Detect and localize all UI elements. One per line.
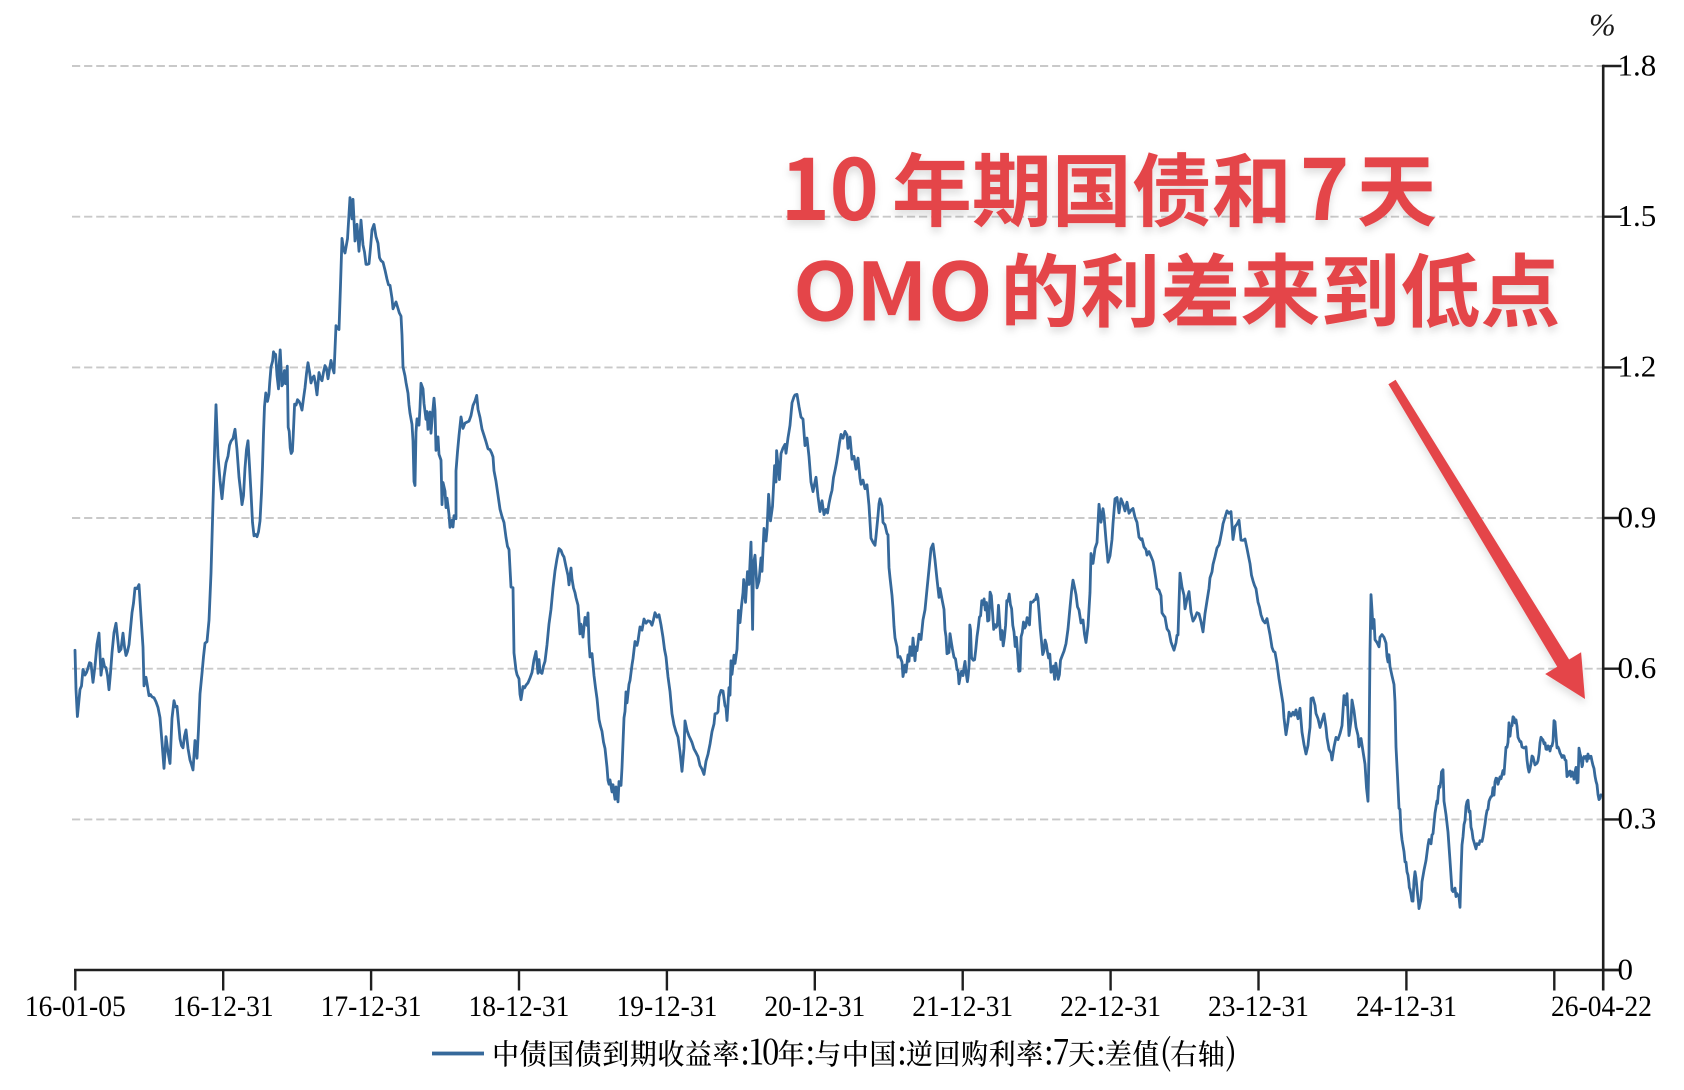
svg-text:1.5: 1.5 — [1618, 198, 1657, 233]
svg-text:0: 0 — [1618, 951, 1634, 986]
svg-text:0.3: 0.3 — [1618, 801, 1657, 836]
svg-text:16-12-31: 16-12-31 — [173, 991, 274, 1023]
svg-text:19-12-31: 19-12-31 — [616, 991, 717, 1023]
svg-text:16-01-05: 16-01-05 — [25, 991, 126, 1023]
svg-text:1.2: 1.2 — [1618, 349, 1657, 384]
svg-text:%: % — [1589, 7, 1616, 43]
svg-text:17-12-31: 17-12-31 — [321, 991, 422, 1023]
svg-text:21-12-31: 21-12-31 — [912, 991, 1013, 1023]
svg-text:23-12-31: 23-12-31 — [1208, 991, 1309, 1023]
svg-text:0.6: 0.6 — [1618, 650, 1657, 685]
svg-text:20-12-31: 20-12-31 — [764, 991, 865, 1023]
svg-text:26-04-22: 26-04-22 — [1551, 991, 1652, 1023]
svg-text:18-12-31: 18-12-31 — [469, 991, 570, 1023]
svg-text:0.9: 0.9 — [1618, 499, 1657, 534]
svg-text:24-12-31: 24-12-31 — [1356, 991, 1457, 1023]
svg-text:1.8: 1.8 — [1618, 47, 1657, 82]
svg-text:22-12-31: 22-12-31 — [1060, 991, 1161, 1023]
